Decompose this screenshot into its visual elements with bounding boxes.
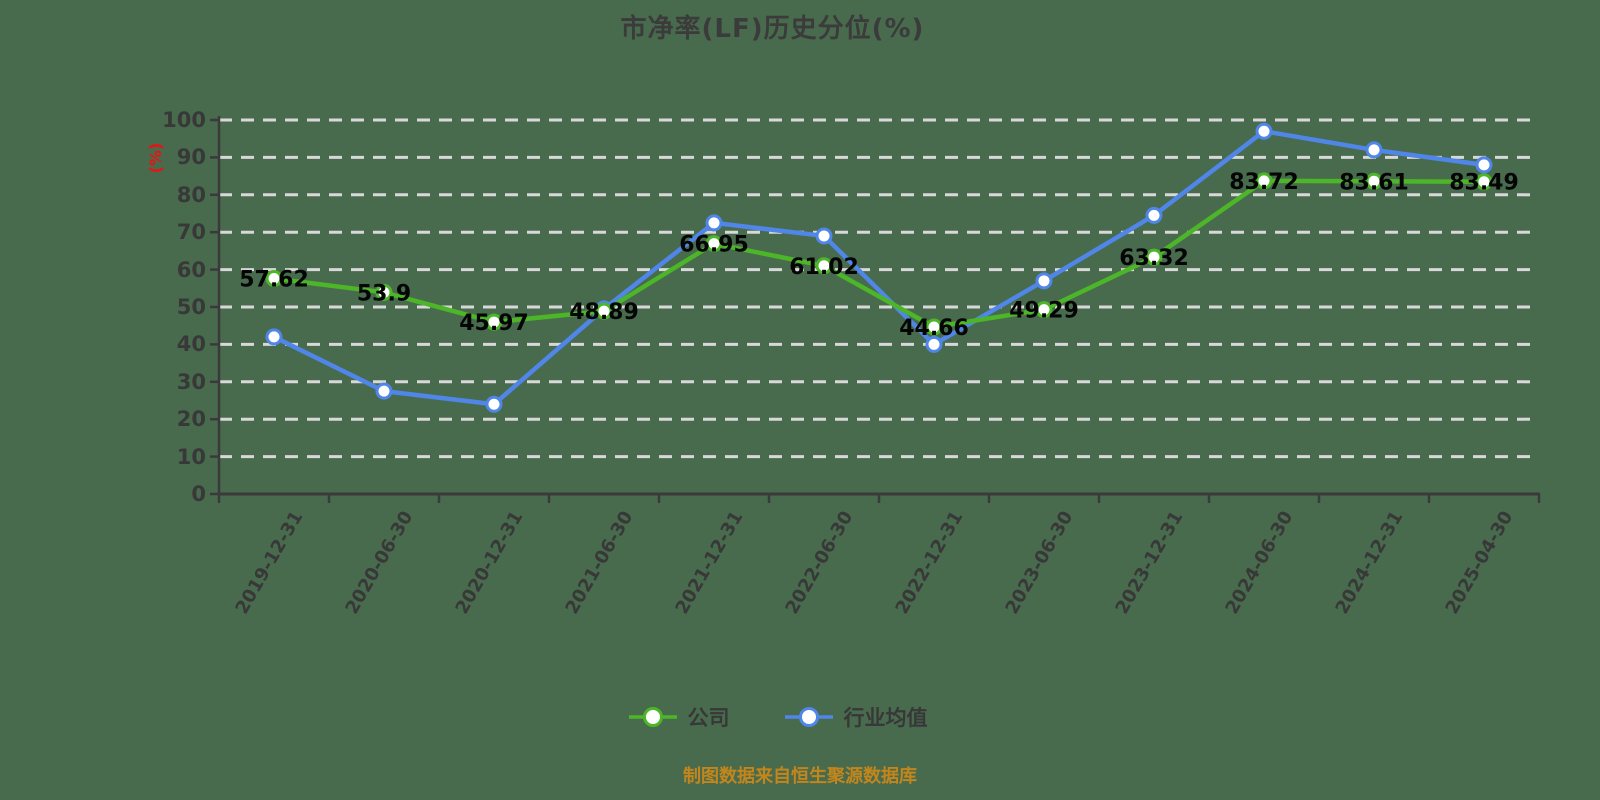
- y-axis-tick-label: 0: [191, 482, 206, 506]
- series-1-marker-10: [1365, 172, 1383, 190]
- data-label: 44.66: [899, 316, 969, 341]
- series-line-0: [271, 128, 1487, 407]
- y-axis-tick-label: 100: [162, 108, 206, 132]
- y-axis-tick-label: 90: [176, 145, 206, 170]
- data-label: 48.89: [569, 300, 639, 325]
- series-1-marker-6: [925, 318, 943, 336]
- chart-legend: 公司 行业均值: [0, 702, 1555, 732]
- legend-item-0[interactable]: 行业均值: [784, 702, 928, 732]
- data-label: 49.29: [1009, 299, 1079, 324]
- series-0-marker-7: [1035, 272, 1053, 290]
- series-1-marker-3: [595, 302, 613, 320]
- series-0-marker-6: [925, 335, 943, 353]
- series-0-marker-9: [1255, 122, 1273, 140]
- legend-circle: [642, 707, 663, 727]
- data-label: 63.32: [1119, 246, 1189, 271]
- data-label: 83.49: [1449, 171, 1519, 196]
- series-0-marker-4: [705, 214, 723, 232]
- y-axis-tick-label: 20: [176, 407, 206, 432]
- series-0-marker-5: [815, 227, 833, 245]
- y-axis-tick-label: 30: [176, 369, 206, 394]
- series-0-marker-11: [1475, 156, 1493, 174]
- data-label: 53.9: [357, 281, 411, 306]
- series-1-marker-9: [1255, 172, 1273, 190]
- series-0-marker-8: [1145, 206, 1163, 224]
- chart-title: 市净率(LF)历史分位(%): [620, 14, 925, 44]
- series-1-marker-7: [1035, 301, 1053, 319]
- y-axis-tick-label: 10: [176, 444, 206, 469]
- series-0-marker-1: [375, 382, 393, 400]
- source-note: 制图数据来自恒生聚源数据库: [683, 766, 917, 787]
- series-line-1: [271, 178, 1487, 330]
- legend-line-marker-icon: [628, 707, 677, 727]
- data-label: 83.61: [1339, 170, 1409, 195]
- series-0-marker-10: [1365, 141, 1383, 159]
- series-1-marker-1: [375, 283, 393, 301]
- series-1-marker-2: [485, 313, 503, 331]
- series-1-marker-11: [1475, 173, 1493, 191]
- series-1-marker-5: [815, 257, 833, 275]
- legend-circle: [798, 707, 819, 727]
- series-0-marker-2: [485, 395, 503, 413]
- y-axis-tick-label: 60: [176, 257, 206, 282]
- legend-label: 行业均值: [843, 706, 928, 730]
- legend-label: 公司: [687, 706, 730, 730]
- series-0-marker-0: [265, 328, 283, 346]
- series-1-marker-0: [265, 270, 283, 288]
- y-axis-tick-label: 70: [176, 220, 206, 245]
- y-axis-tick-label: 40: [176, 332, 206, 357]
- series-1-marker-8: [1145, 248, 1163, 266]
- legend-item-1[interactable]: 公司: [628, 702, 730, 732]
- data-label: 57.62: [239, 268, 309, 293]
- y-axis-tick-label: 50: [176, 295, 206, 319]
- series-1-marker-4: [705, 235, 723, 253]
- y-axis-tick-label: 80: [176, 182, 206, 207]
- legend-line-marker-icon: [784, 707, 833, 727]
- data-label: 61.02: [789, 255, 859, 280]
- data-label: 45.97: [459, 311, 529, 336]
- data-label: 66.95: [679, 233, 749, 258]
- data-label: 83.72: [1229, 170, 1299, 195]
